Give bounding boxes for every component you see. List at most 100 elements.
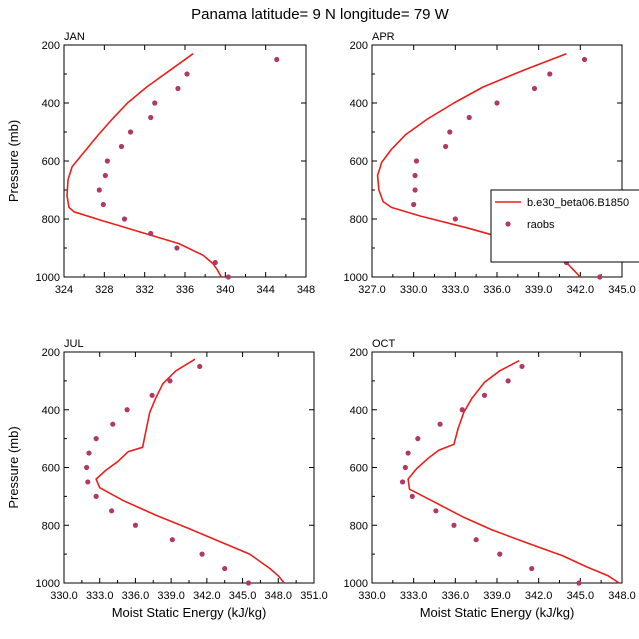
y-tick-label-apr: 200	[350, 40, 368, 52]
x-tick-label-oct: 348.0	[608, 590, 636, 602]
obs-point-oct	[481, 392, 488, 398]
y-tick-label-oct: 200	[350, 347, 368, 359]
obs-point-jul	[169, 537, 175, 543]
y-tick-label-jan: 800	[42, 214, 60, 226]
y-tick-label-oct: 400	[350, 405, 368, 417]
panel-jul: 330.0 333.0 336.0 339.0 342.0 345.0 348.0 351.0…	[6, 338, 328, 620]
obs-point-jan	[184, 71, 190, 77]
obs-point-jan	[225, 274, 231, 280]
obs-point-jul	[149, 392, 155, 398]
x-axis-label-jul: Moist Static Energy (kJ/kg)	[112, 605, 267, 620]
obs-point-oct	[402, 464, 408, 471]
obs-point-jul	[222, 565, 228, 572]
obs-point-oct	[409, 493, 415, 499]
obs-point-oct	[451, 522, 457, 528]
model-line-jan	[66, 53, 222, 278]
y-tick-label-jul: 400	[42, 405, 60, 417]
obs-point-jan	[152, 100, 158, 106]
x-tick-label-oct: 333.0	[400, 590, 428, 602]
y-tick-label-apr: 1000	[344, 272, 368, 284]
x-tick-label-apr: 327.0	[358, 284, 386, 296]
plot-frame-jul	[63, 351, 315, 584]
x-tick-label-jul: 345.0	[229, 590, 257, 602]
x-axis-label-oct: Moist Static Energy (kJ/kg)	[420, 605, 575, 620]
y-tick-label-jan: 200	[42, 40, 60, 52]
x-tick-label-jan: 336	[176, 284, 194, 296]
x-tick-label-jul: 330.0	[50, 590, 78, 602]
panels: 324 328 332 336 340 344 348 200 400 600 800 1000 JAN…	[6, 31, 636, 620]
obs-point-jul	[132, 522, 139, 528]
obs-point-jul	[197, 363, 203, 370]
x-tick-label-jan: 340	[216, 284, 234, 296]
obs-point-apr	[412, 172, 418, 179]
x-tick-label-oct: 342.0	[525, 590, 553, 602]
obs-point-jul	[110, 421, 116, 427]
obs-point-jan	[174, 245, 180, 251]
obs-point-jan	[148, 230, 154, 237]
y-tick-label-oct: 800	[350, 520, 368, 532]
x-tick-label-jul: 342.0	[193, 590, 221, 602]
y-tick-label-jan: 1000	[36, 272, 60, 284]
obs-point-oct	[405, 450, 411, 456]
obs-point-jul	[245, 580, 252, 586]
obs-point-apr	[466, 114, 472, 121]
x-tick-label-jan: 344	[256, 284, 274, 296]
legend-swatch-dot	[505, 221, 511, 227]
obs-point-apr	[443, 143, 449, 150]
obs-point-jan	[100, 201, 106, 208]
plot-frame-oct	[371, 351, 623, 584]
obs-point-apr	[547, 71, 553, 77]
x-tick-label-apr: 342.0	[567, 284, 595, 296]
y-tick-label-jan: 400	[42, 98, 60, 110]
obs-point-oct	[399, 479, 406, 485]
obs-point-oct	[505, 378, 511, 384]
y-tick-label-apr: 800	[350, 214, 368, 226]
obs-point-jul	[86, 450, 92, 456]
obs-point-oct	[459, 407, 465, 413]
x-tick-label-oct: 339.0	[483, 590, 511, 602]
obs-point-jan	[212, 259, 218, 266]
model-line-jul	[95, 358, 285, 584]
obs-point-oct	[519, 363, 525, 370]
panel-title-jul: JUL	[64, 338, 84, 350]
obs-point-jul	[109, 508, 115, 514]
plot-frame-jan	[63, 44, 307, 278]
x-tick-label-apr: 336.0	[483, 284, 511, 296]
legend-label: b.e30_beta06.B1850	[527, 197, 629, 209]
obs-point-jan	[121, 216, 128, 222]
model-line-oct	[407, 359, 620, 584]
obs-point-jul	[199, 551, 205, 557]
obs-point-jan	[102, 172, 108, 179]
panel-title-jan: JAN	[64, 31, 85, 43]
obs-point-apr	[597, 274, 603, 280]
obs-point-oct	[415, 436, 421, 442]
x-tick-label-jan: 332	[135, 284, 153, 296]
y-tick-label-jul: 1000	[36, 578, 60, 590]
figure-title: Panama latitude= 9 N longitude= 79 W	[191, 6, 450, 23]
x-tick-label-apr: 339.0	[525, 284, 553, 296]
obs-point-oct	[576, 580, 582, 586]
obs-point-oct	[473, 537, 479, 543]
obs-point-apr	[447, 129, 453, 135]
x-tick-label-apr: 345.0	[608, 284, 636, 296]
y-tick-label-jan: 600	[42, 156, 60, 168]
x-tick-label-oct: 330.0	[358, 590, 386, 602]
y-axis-label-jul: Pressure (mb)	[6, 426, 21, 508]
y-tick-label-oct: 600	[350, 463, 368, 475]
obs-point-jan	[104, 158, 110, 164]
obs-point-apr	[531, 85, 538, 92]
x-tick-label-jan: 348	[297, 284, 315, 296]
obs-point-jan	[175, 85, 181, 92]
legend-label: raobs	[527, 219, 555, 231]
obs-point-apr	[412, 187, 418, 193]
obs-point-apr	[452, 216, 458, 222]
x-tick-label-jul: 336.0	[122, 590, 150, 602]
y-tick-label-jul: 600	[42, 463, 60, 475]
obs-point-oct	[433, 508, 439, 514]
y-tick-label-jul: 200	[42, 347, 60, 359]
obs-point-oct	[497, 551, 503, 557]
x-tick-label-jan: 328	[95, 284, 113, 296]
y-tick-label-apr: 400	[350, 98, 368, 110]
